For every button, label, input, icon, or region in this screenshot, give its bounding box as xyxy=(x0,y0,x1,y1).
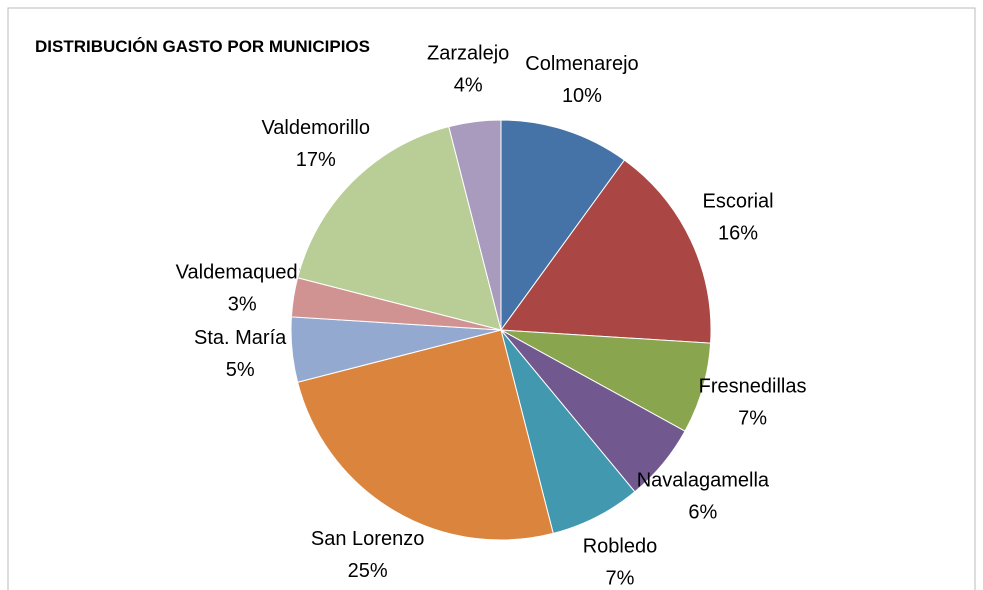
slice-value-label: 7% xyxy=(738,407,767,429)
slice-label: Escorial xyxy=(702,191,773,213)
slice-value-label: 25% xyxy=(348,560,388,582)
slice-label: San Lorenzo xyxy=(311,528,424,550)
slice-label: Sta. María xyxy=(194,327,287,349)
slice-value-label: 3% xyxy=(228,293,257,315)
chart-frame xyxy=(7,7,976,590)
chart-title: DISTRIBUCIÓN GASTO POR MUNICIPIOS xyxy=(35,37,370,56)
slice-label: Robledo xyxy=(583,536,658,558)
pie-slice xyxy=(296,125,502,331)
pie-slice xyxy=(500,159,712,344)
slice-value-label: 10% xyxy=(562,85,602,107)
pie-slice xyxy=(448,119,502,331)
slice-value-label: 16% xyxy=(718,223,758,245)
pie-slice xyxy=(296,329,554,541)
slice-label: Valdemaqueda xyxy=(176,261,310,283)
slice-label: Navalagamella xyxy=(637,469,770,491)
pie-slice xyxy=(500,119,626,332)
slice-value-label: 5% xyxy=(226,359,255,381)
slice-label: Valdemorillo xyxy=(261,117,370,139)
slice-value-label: 17% xyxy=(296,149,336,171)
slice-label: Fresnedillas xyxy=(699,375,807,397)
slice-label: Zarzalejo xyxy=(427,42,509,64)
slice-value-label: 6% xyxy=(688,501,717,523)
slice-label: Colmenarejo xyxy=(525,53,638,75)
slice-value-label: 4% xyxy=(454,74,483,96)
slice-value-label: 7% xyxy=(605,568,634,590)
